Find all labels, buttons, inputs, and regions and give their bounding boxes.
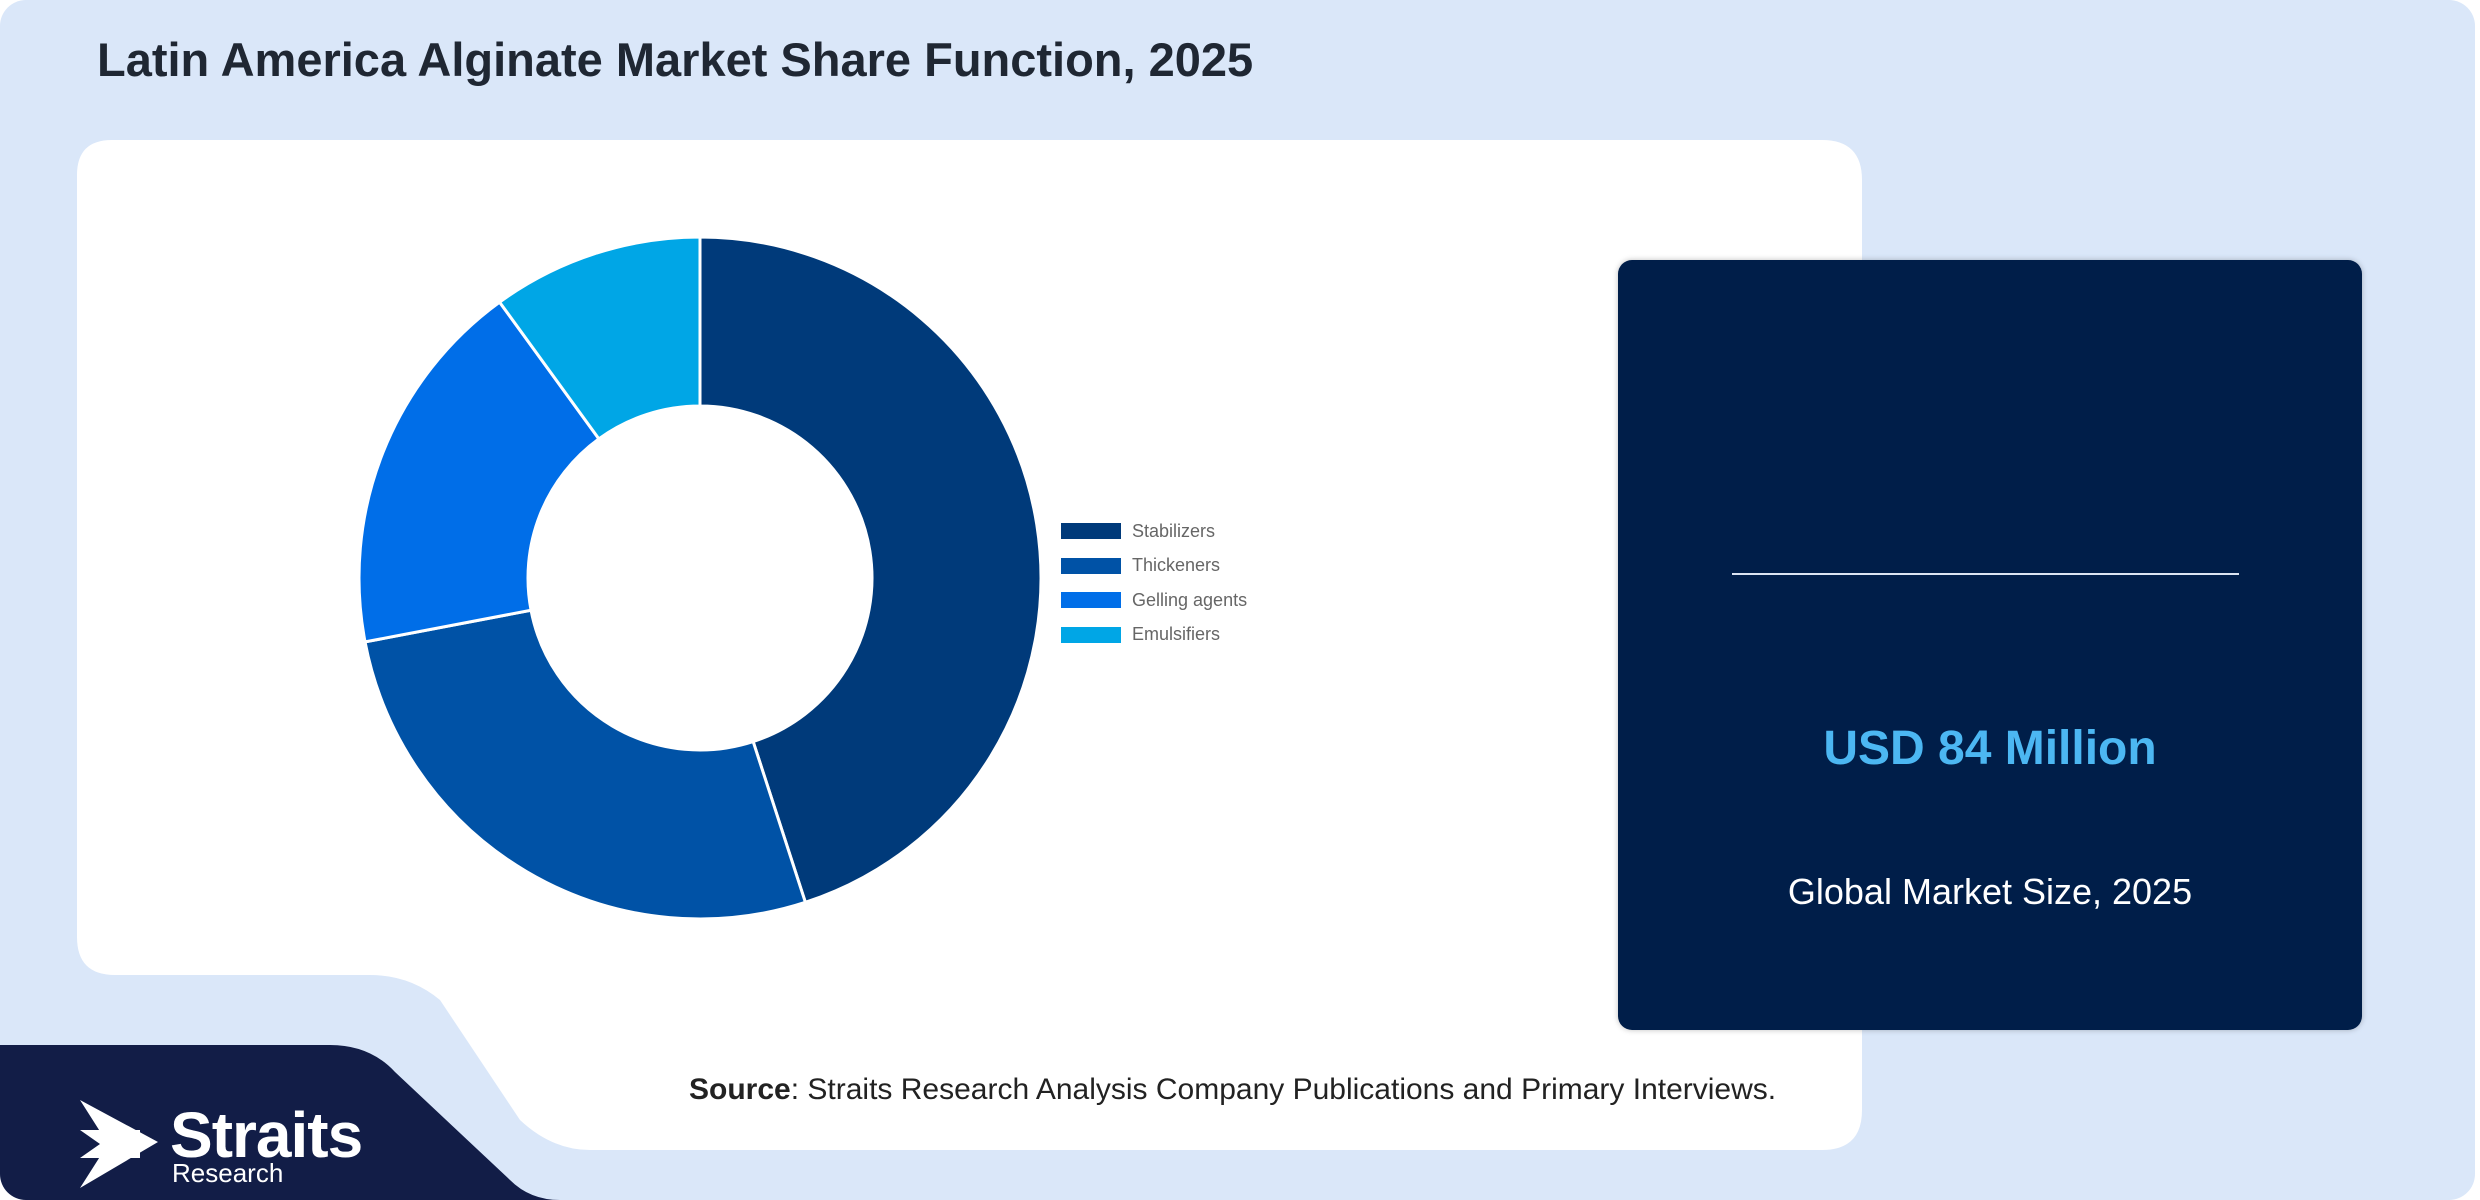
market-size-card: USD 84 Million Global Market Size, 2025 [1618,260,2362,1030]
legend-label: Emulsifiers [1132,624,1221,645]
page-title: Latin America Alginate Market Share Func… [97,33,1254,86]
legend-swatch [1061,557,1121,574]
legend-item-gelling-agents: Gelling agents [1061,583,1247,618]
brand-name: Straits [170,1099,363,1171]
legend-swatch [1061,592,1121,609]
source-prefix: Source [689,1073,791,1106]
donut-slice-emulsifiers [497,235,702,441]
legend-item-emulsifiers: Emulsifiers [1061,618,1247,653]
straits-logo-icon [80,1100,158,1188]
legend-swatch [1061,626,1121,643]
donut-slice-gelling-agents [357,300,601,644]
legend-label: Thickeners [1132,555,1221,576]
market-size-label: Global Market Size, 2025 [1787,871,2193,912]
legend-item-stabilizers: Stabilizers [1061,514,1247,549]
legend-label: Stabilizers [1132,520,1216,541]
source-note: Source: Straits Research Analysis Compan… [689,1073,1776,1107]
donut-slice-thickeners [363,608,808,921]
legend-item-thickeners: Thickeners [1061,549,1247,584]
legend-label: Gelling agents [1132,589,1248,610]
chart-legend: Stabilizers Thickeners Gelling agents Em… [1061,514,1247,652]
divider [1732,573,2239,575]
donut-slice-stabilizers [698,235,1043,905]
source-text: : Straits Research Analysis Company Publ… [790,1073,1777,1106]
legend-swatch [1061,523,1121,540]
market-size-value: USD 84 Million [1823,722,2157,775]
brand-subtitle: Research [172,1158,284,1188]
